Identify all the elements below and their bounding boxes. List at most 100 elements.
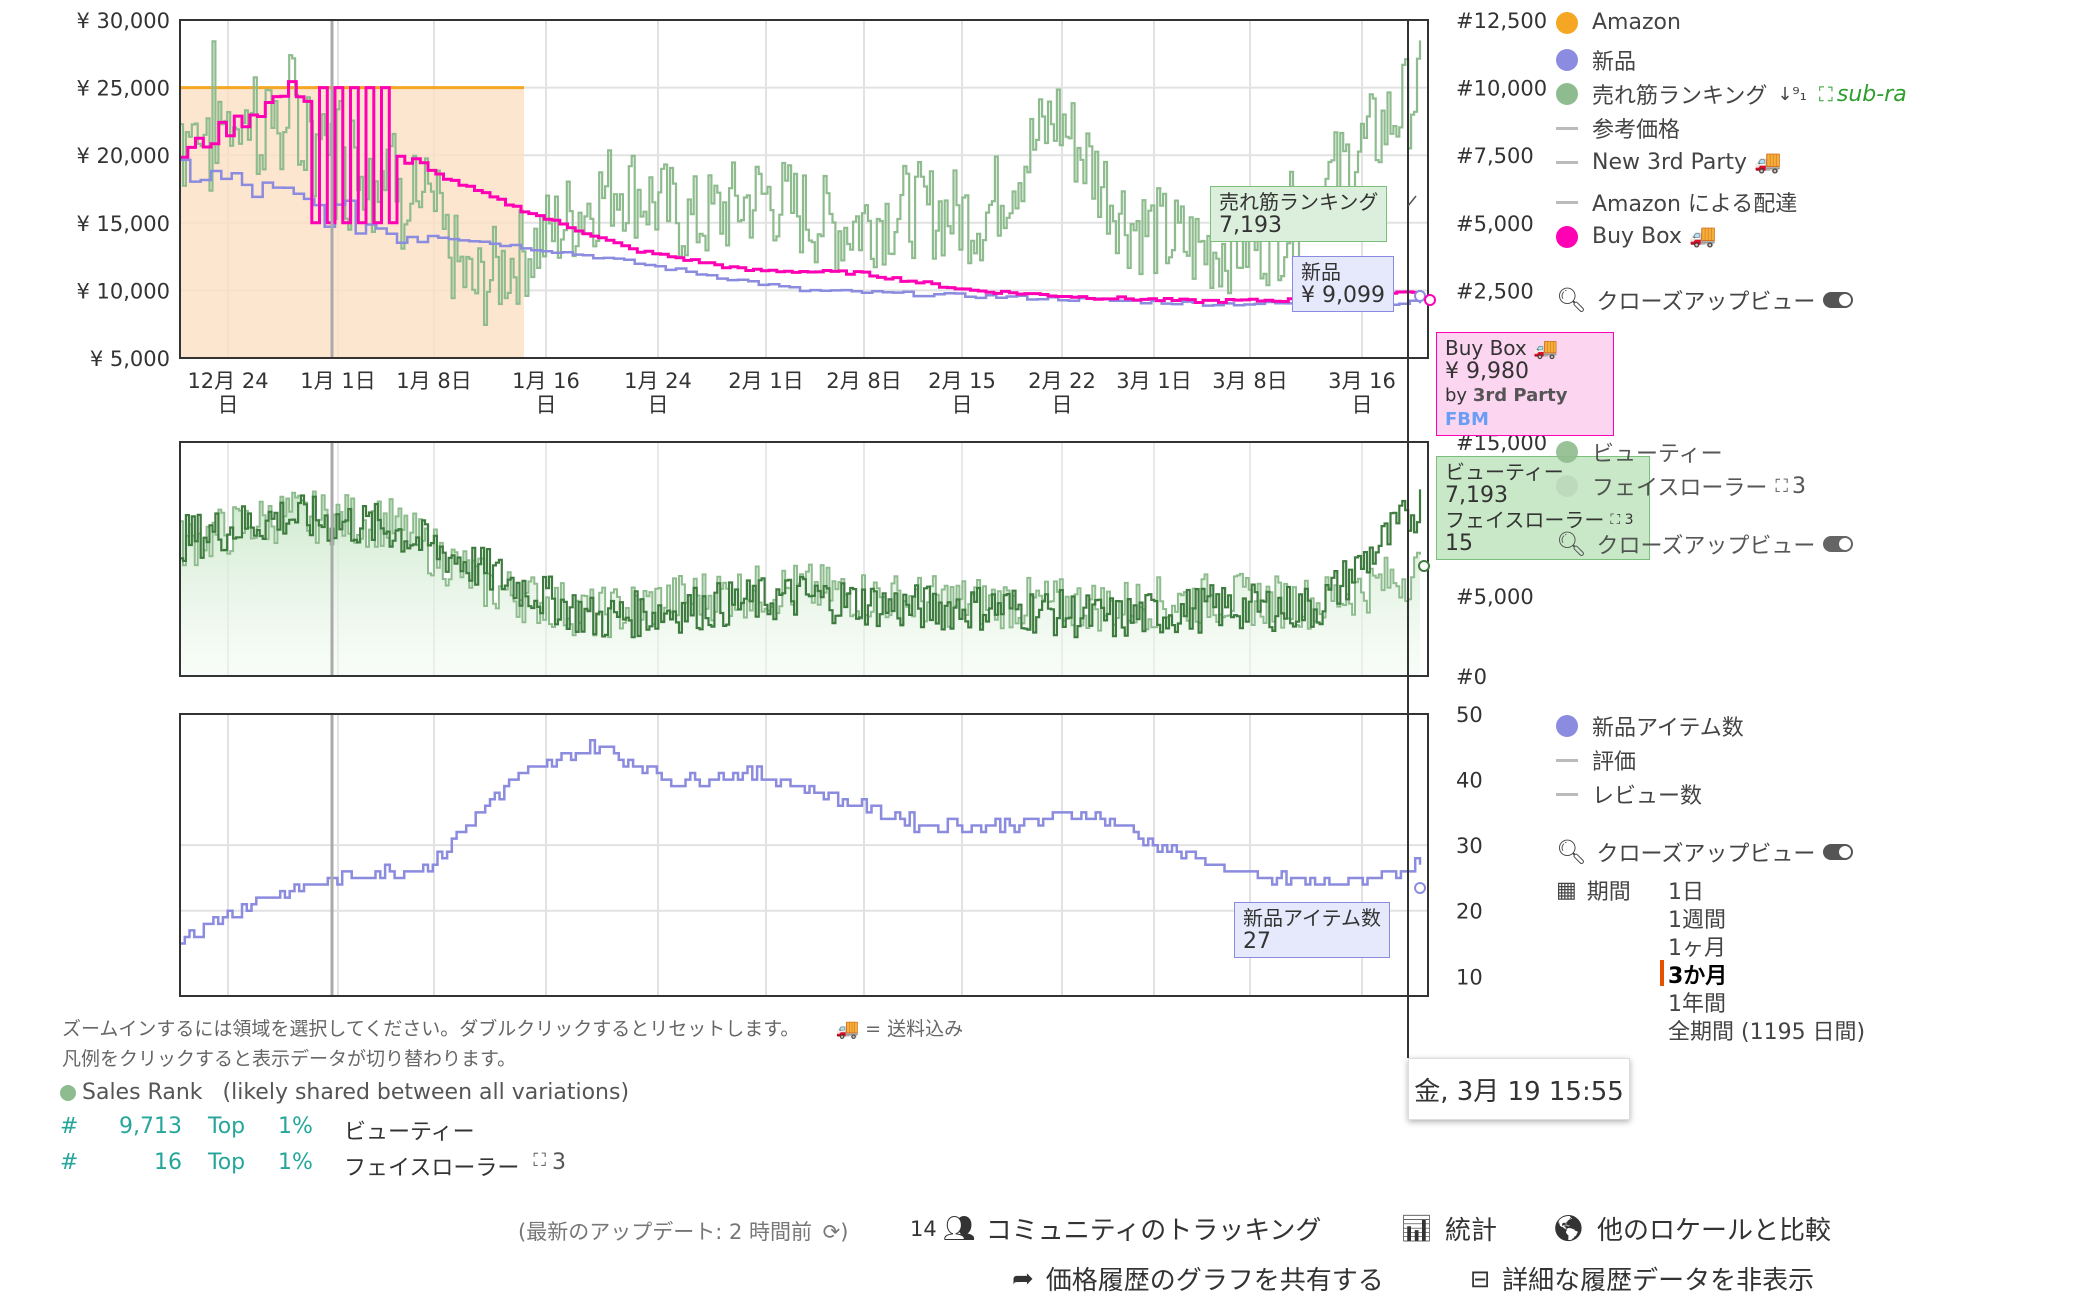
- legend-item-cat1[interactable]: ビューティー: [1556, 436, 1723, 468]
- buybox-tooltip-label: Buy Box 🚚: [1445, 336, 1559, 360]
- stats-link[interactable]: 📊︎ 統計: [1400, 1210, 1497, 1247]
- sales-rank-row-1: # 9,713 Top 1% ビューティー: [60, 1114, 475, 1146]
- legend-item-ref-price[interactable]: 参考価格: [1556, 112, 1680, 144]
- period-1y[interactable]: 1年間: [1668, 992, 1726, 1017]
- legend-item-new-count[interactable]: 新品アイテム数: [1556, 710, 1744, 742]
- rank-tooltip: 売れ筋ランキング 7,193: [1210, 186, 1388, 242]
- closeup-toggle-3[interactable]: [1823, 844, 1854, 860]
- legend-fba-label: Amazon による配達: [1592, 192, 1798, 217]
- share-icon: ➦: [1012, 1263, 1034, 1294]
- x-tick-label: 1月 8日: [396, 369, 471, 393]
- legend-closeup-3[interactable]: 🔍︎ クローズアップビュー: [1556, 836, 1854, 868]
- y-right-tick-label: 40: [1456, 769, 1483, 793]
- rating-dash: [1556, 758, 1578, 762]
- share-graph-link[interactable]: ➦ 価格履歴のグラフを共有する: [1012, 1260, 1384, 1297]
- new-price-tooltip: 新品 ¥ 9,099: [1292, 256, 1394, 312]
- new-count-tooltip: 新品アイテム数 27: [1234, 902, 1390, 958]
- legend-rating-label: 評価: [1592, 750, 1637, 775]
- period-1m[interactable]: 1ヶ月: [1668, 936, 1726, 961]
- y-right-tick-label: 20: [1456, 900, 1483, 924]
- legend-item-rating[interactable]: 評価: [1556, 744, 1636, 776]
- closeup-toggle-2[interactable]: [1823, 536, 1854, 552]
- sales-rank-line: [180, 40, 1422, 326]
- legend-amazon-label: Amazon: [1592, 10, 1681, 35]
- x-tick-label: 2月 8日: [826, 369, 901, 393]
- x-tick-label: 1月 24: [624, 369, 692, 393]
- sales-rank-dot: [60, 1084, 76, 1101]
- legend-item-new[interactable]: 新品: [1556, 44, 1636, 76]
- y-left-tick-label: ¥ 25,000: [76, 77, 170, 101]
- legend-item-reviews[interactable]: レビュー数: [1556, 778, 1702, 810]
- buybox-tooltip: Buy Box 🚚 ¥ 9,980 by 3rd Party FBM: [1436, 332, 1614, 436]
- period-list: 1日 1週間 1ヶ月 3か月 1年間 全期間 (1195 日間): [1668, 874, 1908, 1045]
- zoom-note: ズームインするには領域を選択してください。ダブルクリックするとリセットします。 …: [62, 1014, 963, 1041]
- period-1d[interactable]: 1日: [1668, 880, 1704, 905]
- refresh-icon[interactable]: ⟳: [822, 1220, 841, 1244]
- category-rank-tooltip: ビューティー 7,193 フェイスローラー ⛶ 3 15: [1436, 456, 1650, 560]
- globe-icon: 🌎︎: [1552, 1213, 1586, 1244]
- legend-item-amazon[interactable]: Amazon: [1556, 10, 1681, 35]
- legend-item-buybox[interactable]: Buy Box 🚚: [1556, 224, 1716, 249]
- legend-new-3rd-label: New 3rd Party 🚚: [1592, 150, 1782, 175]
- closeup-label-1: クローズアップビュー: [1596, 290, 1816, 315]
- buybox-tooltip-fbm: FBM: [1445, 409, 1489, 430]
- rank-top: Top: [208, 1150, 246, 1175]
- rank-tooltip-label: 売れ筋ランキング: [1219, 190, 1379, 214]
- hover-point: [1414, 882, 1426, 894]
- new-price-line: [180, 158, 1422, 307]
- period-1w[interactable]: 1週間: [1668, 908, 1726, 933]
- period-all[interactable]: 全期間 (1195 日間): [1668, 1020, 1866, 1045]
- update-text: (最新のアップデート: 2 時間前: [518, 1220, 812, 1244]
- x-tick-label: 3月 8日: [1212, 369, 1287, 393]
- community-tracking-link[interactable]: 14 👥︎ コミュニティのトラッキング: [910, 1210, 1321, 1247]
- legend-closeup-1[interactable]: 🔍︎ クローズアップビュー: [1556, 284, 1854, 316]
- y-right-tick-label: #2,500: [1456, 279, 1534, 303]
- legend-cat1-label: ビューティー: [1592, 442, 1723, 467]
- cat1-dot: [1556, 441, 1578, 463]
- amazon-dot: [1556, 11, 1578, 34]
- rank-hash: #: [60, 1150, 79, 1175]
- buybox-tooltip-seller: 3rd Party: [1472, 385, 1568, 406]
- users-icon: 👥︎: [942, 1213, 976, 1244]
- x-tick-label-day: 日: [648, 393, 669, 417]
- legend-closeup-2[interactable]: 🔍︎ クローズアップビュー: [1556, 528, 1854, 560]
- x-tick-label: 2月 1日: [728, 369, 803, 393]
- rank-category: フェイスローラー: [344, 1156, 520, 1181]
- y-right-tick-label: #5,000: [1456, 585, 1534, 609]
- sitemap-icon: ⛶ 3: [1610, 512, 1634, 528]
- community-label: コミュニティのトラッキング: [985, 1216, 1322, 1246]
- rank-top: Top: [208, 1114, 246, 1139]
- legend-buybox-label: Buy Box 🚚: [1592, 224, 1717, 249]
- period-label: 期間: [1586, 880, 1631, 905]
- calendar-icon: ▦: [1556, 877, 1577, 903]
- new-dot: [1556, 49, 1578, 71]
- legend-item-rank[interactable]: 売れ筋ランキング ↓⁹₁ ⛶ sub-ra: [1556, 78, 1907, 110]
- legend-item-fba[interactable]: Amazon による配達: [1556, 186, 1797, 218]
- compare-locale-link[interactable]: 🌎︎ 他のロケールと比較: [1552, 1210, 1831, 1247]
- y-right-tick-label: #0: [1456, 665, 1487, 689]
- cat2-tooltip-label: フェイスローラー: [1445, 508, 1605, 532]
- legend-subrank-label[interactable]: sub-ra: [1836, 81, 1907, 107]
- period-row: ▦ 期間: [1556, 874, 1631, 906]
- closeup-toggle-1[interactable]: [1823, 292, 1854, 308]
- rank-tooltip-value: 7,193: [1219, 213, 1282, 238]
- y-right-tick-label: 30: [1456, 834, 1483, 858]
- new-price-tooltip-value: ¥ 9,099: [1301, 283, 1385, 308]
- x-tick-label: 1月 16: [512, 369, 580, 393]
- period-3m[interactable]: 3か月: [1668, 964, 1728, 989]
- update-status: (最新のアップデート: 2 時間前 ⟳): [518, 1216, 848, 1246]
- legend-item-cat2[interactable]: フェイスローラー ⛶ 3: [1556, 470, 1806, 502]
- x-tick-label: 2月 15: [928, 369, 996, 393]
- legend-item-new-3rd[interactable]: New 3rd Party 🚚: [1556, 150, 1781, 175]
- rank-category: ビューティー: [344, 1120, 475, 1145]
- y-right-tick-label: #7,500: [1456, 144, 1534, 168]
- closeup-label-3: クローズアップビュー: [1596, 842, 1816, 867]
- sales-rank-title: Sales Rank: [82, 1080, 203, 1105]
- sort-icon[interactable]: ↓⁹₁: [1777, 83, 1807, 105]
- y-left-tick-label: ¥ 20,000: [76, 144, 170, 168]
- y-right-tick-label: #12,500: [1456, 9, 1547, 33]
- legend-cat2-count: 3: [1791, 473, 1806, 499]
- sales-rank-row-2: # 16 Top 1% フェイスローラー ⛶ 3: [60, 1150, 566, 1182]
- x-tick-label-day: 日: [218, 393, 239, 417]
- hide-history-link[interactable]: ⊟ 詳細な履歴データを非表示: [1470, 1260, 1814, 1297]
